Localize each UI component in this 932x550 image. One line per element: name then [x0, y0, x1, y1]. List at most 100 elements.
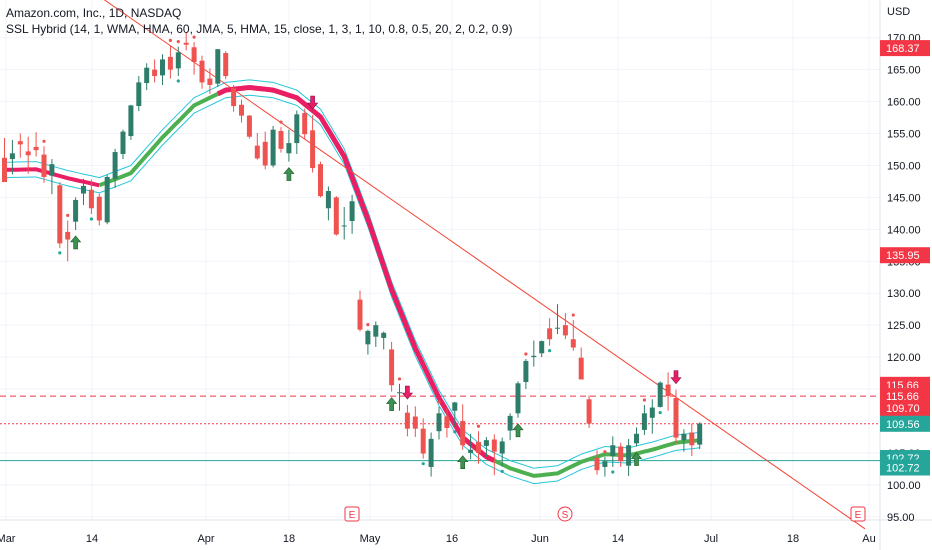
price-tag: 109.70	[880, 400, 930, 417]
candle-body	[381, 332, 387, 338]
candle-body	[578, 357, 584, 380]
event-marker: E	[344, 506, 360, 522]
signal-dot	[192, 35, 196, 39]
price-tick-label: 145.00	[887, 192, 921, 204]
signal-dot	[66, 213, 70, 217]
price-tick-label: 95.00	[887, 512, 915, 524]
trendline-segment	[103, 0, 866, 530]
ssl-hybrid-indicator	[4, 79, 700, 485]
candle-body	[112, 152, 118, 179]
candle-body	[25, 151, 31, 156]
price-tag: 109.56	[880, 415, 930, 432]
price-tag-label: 168.37	[886, 43, 920, 55]
candle-body	[420, 428, 426, 454]
signal-dot	[500, 469, 504, 473]
price-tag-bg	[880, 415, 930, 432]
candle-body	[2, 157, 7, 183]
candle-body	[231, 88, 237, 107]
candle-body	[325, 191, 331, 209]
candle-body	[555, 327, 560, 329]
candle-body	[483, 440, 489, 446]
candle-body	[397, 392, 402, 394]
candle-body	[278, 130, 284, 149]
price-axis[interactable]: USD 95.00100.00105.00110.00115.00120.001…	[880, 6, 930, 524]
candle-body	[515, 383, 521, 414]
price-tag-bg	[880, 247, 930, 264]
event-label: E	[855, 510, 862, 521]
time-tick-label: 18	[787, 533, 799, 545]
signal-dot	[58, 251, 62, 255]
candle-body	[468, 449, 474, 453]
price-tick-label: 100.00	[887, 480, 921, 492]
candle-body	[523, 360, 529, 383]
candle-body	[294, 114, 300, 144]
candle-body	[120, 131, 126, 154]
signal-dot	[176, 40, 180, 44]
signal-dot	[279, 120, 283, 124]
candle-body	[476, 442, 481, 453]
candle-body	[586, 399, 592, 424]
candle-body	[341, 225, 347, 227]
candle-body	[570, 339, 576, 348]
price-tag: 168.37	[880, 40, 930, 57]
candle-body	[539, 341, 545, 354]
signal-dot	[437, 400, 441, 404]
candle-body	[618, 446, 624, 462]
candle-body	[73, 199, 79, 222]
signal-dot	[453, 430, 457, 434]
candle-body	[128, 105, 134, 137]
price-tick-label: 150.00	[887, 160, 921, 172]
candle-body	[444, 416, 450, 429]
candles	[2, 32, 703, 477]
candle-body	[104, 176, 110, 223]
candle-body	[349, 201, 355, 222]
trendline[interactable]	[44, 0, 866, 530]
time-axis[interactable]: Mar 14 Apr 18 May 16 Jun 14 Jul 18 Au	[0, 533, 876, 545]
candle-body	[49, 164, 55, 176]
candle-body	[610, 445, 616, 457]
price-tick-label: 165.00	[887, 65, 921, 77]
candle-body	[262, 141, 268, 166]
candle-body	[602, 461, 608, 467]
candle-body	[665, 384, 671, 397]
signal-dot	[89, 217, 93, 221]
candle-body	[223, 53, 229, 77]
signal-dot	[548, 349, 552, 353]
time-tick-label: 18	[283, 533, 295, 545]
time-tick-label: Apr	[197, 533, 214, 545]
price-tag: 135.95	[880, 247, 930, 264]
channel-upper	[4, 79, 700, 469]
price-tag-label: 115.66	[886, 391, 919, 403]
candle-body	[547, 328, 553, 340]
candle-body	[673, 397, 679, 438]
candle-body	[562, 325, 568, 336]
signal-dot	[476, 424, 481, 428]
price-tick-label: 130.00	[887, 288, 921, 300]
indicator-legend[interactable]: SSL Hybrid (14, 1, WMA, HMA, 60, JMA, 5,…	[6, 22, 513, 36]
candle-body	[33, 146, 39, 151]
up-arrow-icon	[630, 452, 643, 466]
candle-body	[88, 189, 94, 209]
time-tick-label: 14	[612, 533, 624, 545]
candle-body	[594, 458, 600, 471]
candle-body	[310, 130, 316, 169]
candle-body	[357, 299, 363, 330]
price-tag: 102.72	[880, 459, 930, 476]
earnings-icon	[344, 506, 360, 522]
candle-body	[681, 433, 687, 441]
symbol-title[interactable]: Amazon.com, Inc., 1D, NASDAQ	[6, 6, 182, 20]
candle-body	[365, 330, 371, 345]
earnings-icon	[850, 506, 866, 522]
up-arrow-icon	[457, 455, 469, 470]
candle-body	[491, 439, 497, 452]
signal-dot	[397, 377, 402, 381]
signal-markers	[42, 35, 682, 474]
time-tick-label: Au	[862, 533, 875, 545]
candle-body	[183, 42, 189, 45]
up-arrow-icon	[69, 235, 82, 250]
candle-body	[191, 47, 197, 62]
candle-body	[9, 153, 15, 160]
